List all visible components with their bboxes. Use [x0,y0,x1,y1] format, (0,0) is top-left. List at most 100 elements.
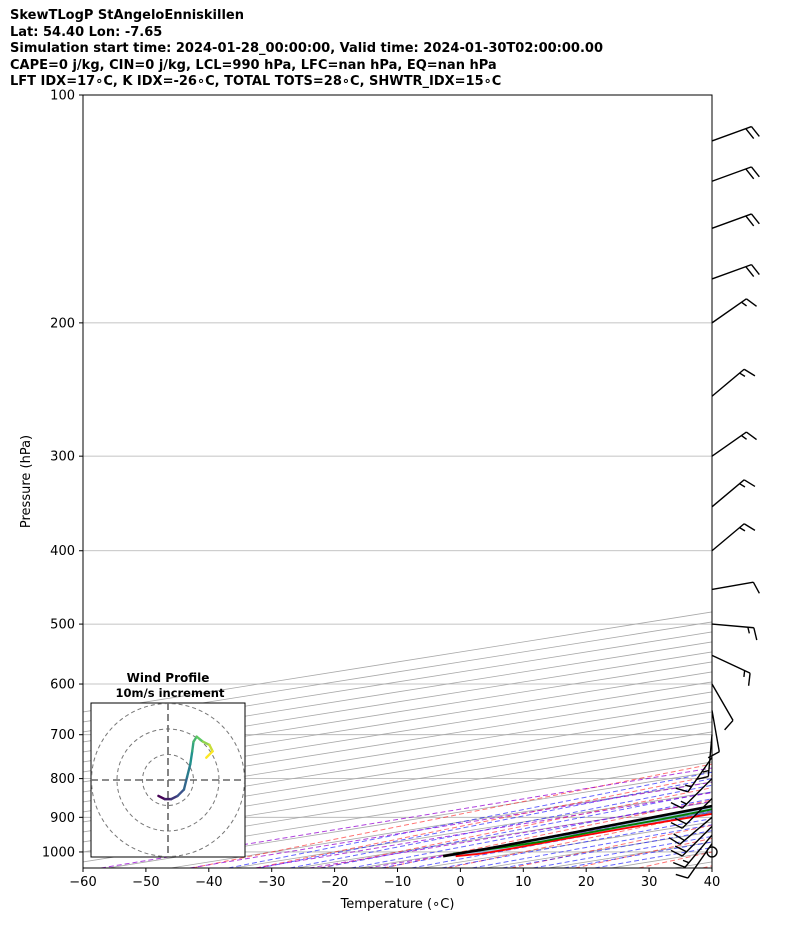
barb-flag-full [750,166,760,178]
x-tick-label: −50 [132,875,159,890]
x-tick-label: 40 [704,875,721,890]
dry-adiabat-line [511,824,712,868]
barb-flag-half [739,483,746,488]
isotherm-line [83,711,712,813]
hodograph-segment [189,750,194,766]
y-tick-label: 100 [50,89,75,104]
isotherm-line [83,671,712,773]
barb-flag-half [680,800,687,805]
barb-flag-half [741,301,747,307]
barb-staff [711,213,752,229]
y-tick-label: 400 [50,544,75,559]
x-tick-label: −10 [384,875,411,890]
barb-flag-full [672,861,686,868]
isotherm-line [83,701,712,803]
wind-barb [670,825,713,857]
moist-adiabat-line [259,778,712,868]
dry-adiabat-line [383,799,712,868]
wind-barb [711,125,760,142]
hodograph-segment [176,788,186,798]
barb-flag-full [674,817,687,825]
barb-staff [711,479,745,508]
barb-staff [687,843,713,879]
y-tick-label: 600 [50,678,75,693]
x-tick-label: 10 [515,875,532,890]
wind-barb [711,581,761,594]
wind-barb [670,798,713,829]
barb-flag-full [752,581,761,594]
wind-barb [668,816,713,845]
barb-flag-full [745,128,755,139]
x-tick-label: −20 [321,875,348,890]
barb-flag-half [739,372,746,377]
dry-adiabat-line [766,95,794,868]
barb-flag-full [750,213,760,225]
moist-adiabat-line [532,835,712,868]
moist-adiabat-line [594,847,712,868]
x-tick-label: 30 [641,875,658,890]
barb-flag-full [668,837,681,845]
barb-flag-full [743,368,756,377]
isotherm-line [170,781,712,868]
wind-barb [672,834,713,868]
y-axis-label: Pressure (hPa) [19,435,34,528]
barb-flag-full [707,751,720,759]
x-tick-label: 0 [456,875,464,890]
dewpoint-line [453,808,712,855]
moist-adiabat-line [563,841,712,868]
chart-header: SkewTLogP StAngeloEnniskillen Lat: 54.40… [10,8,603,91]
chart-title: SkewTLogP StAngeloEnniskillen [10,8,244,23]
wind-barb [711,166,760,182]
location-line: Lat: 54.40 Lon: -7.65 [10,24,163,40]
barb-flag-full [750,126,760,137]
barb-staff [681,825,713,857]
moist-adiabat-line [228,771,712,868]
barb-flag-full [670,849,683,857]
mixing-ratio-line [100,767,712,868]
barb-staff [684,834,713,868]
wind-barb [711,654,751,686]
x-tick-label: −60 [69,875,96,890]
wind-barb [675,756,713,793]
barb-staff [681,778,713,809]
barb-staff [711,710,720,752]
y-tick-label: 700 [50,728,75,743]
hodograph-title: Wind Profile [127,671,210,685]
barb-flag-full [750,264,760,275]
wind-barb [711,431,757,457]
barb-flag-full [724,719,734,731]
barb-flag-full [670,821,683,829]
barb-flag-full [675,873,689,879]
isotherm-line [83,681,712,783]
hodograph-subtitle: 10m/s increment [116,686,225,700]
isotherm-line [611,851,712,868]
wind-barb [711,298,757,324]
barb-flag-half [685,784,692,788]
isotherm-line [83,691,712,793]
wind-barb [670,778,713,809]
barb-flag-full [753,627,758,641]
x-tick-label: 20 [578,875,595,890]
wind-barb [711,368,756,397]
barb-staff [711,431,747,457]
barb-flag-full [745,168,755,180]
hodograph-segment [185,762,192,779]
barb-flag-full [745,266,755,278]
moist-adiabat-line [411,811,712,868]
barb-staff [711,581,754,591]
cape-shading [443,806,712,857]
barb-flag-half [682,859,690,864]
x-tick-label: −40 [195,875,222,890]
barb-staff [679,816,713,845]
wind-barb [695,734,713,781]
x-axis-label: Temperature (∘C) [340,897,455,912]
mixing-ratio-line [189,781,712,868]
hodograph-segment [205,750,214,759]
barb-staff [707,734,713,777]
wind-barb [711,263,760,280]
hodograph-segment [182,775,189,791]
isotherm-line [673,861,712,868]
isotherm-line [422,821,712,868]
hodograph-segment [195,735,205,743]
barb-flag-full [695,775,709,781]
